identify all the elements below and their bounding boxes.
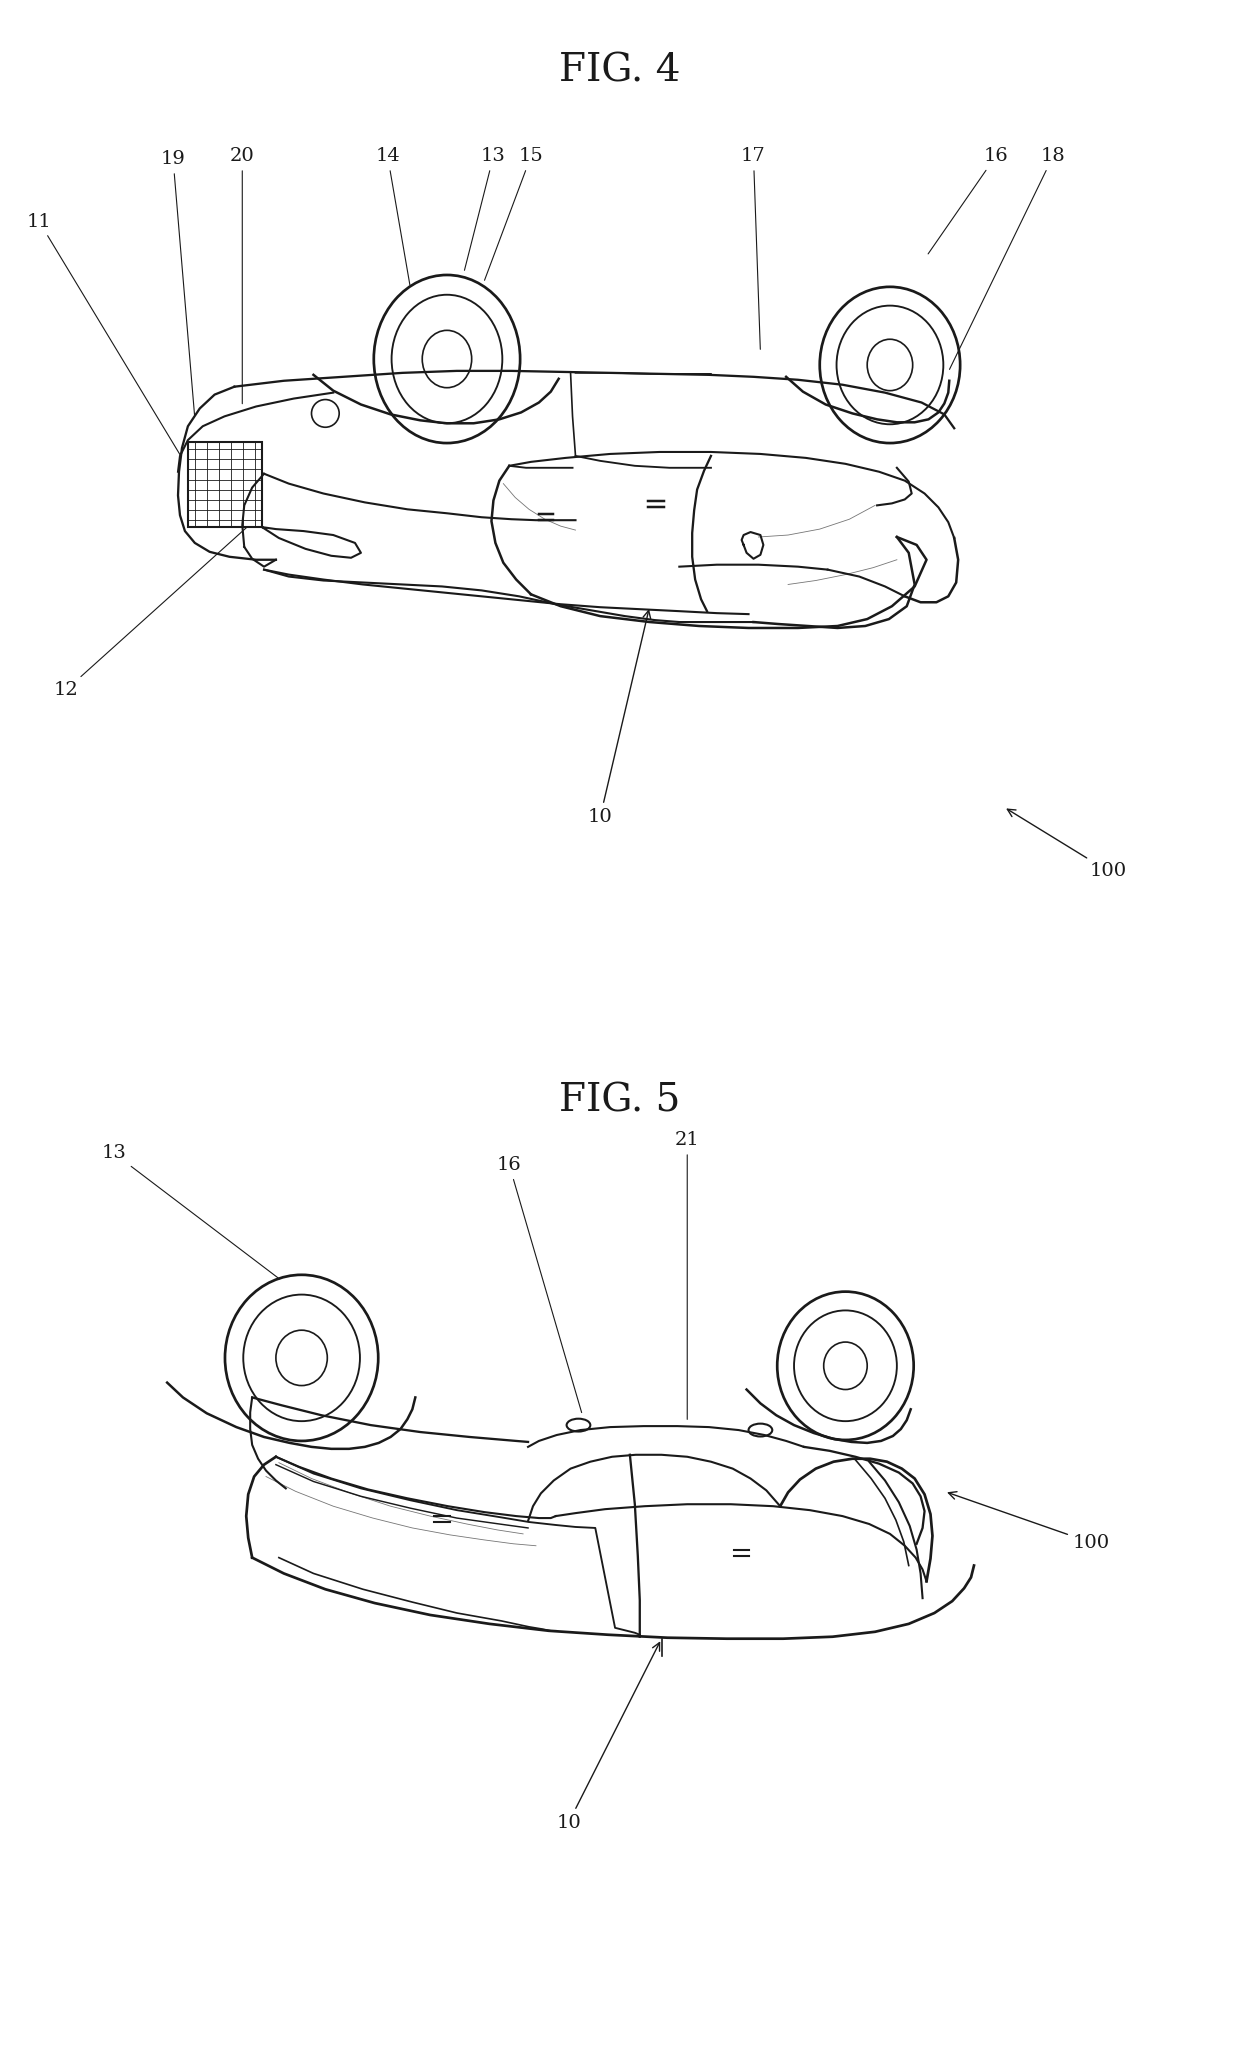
Text: 17: 17 (742, 146, 766, 348)
Text: 13: 13 (465, 146, 506, 270)
Text: 16: 16 (497, 1156, 582, 1412)
Text: 11: 11 (27, 212, 181, 455)
Text: 14: 14 (376, 146, 410, 284)
Text: 18: 18 (950, 146, 1065, 369)
Text: 16: 16 (928, 146, 1008, 254)
Text: 100: 100 (1007, 810, 1127, 880)
Text: 19: 19 (161, 150, 195, 416)
Text: 12: 12 (53, 528, 247, 699)
Text: 21: 21 (675, 1131, 699, 1420)
Text: 15: 15 (485, 146, 543, 280)
Text: FIG. 5: FIG. 5 (559, 1082, 681, 1119)
Text: 20: 20 (229, 146, 254, 404)
Bar (188, 441, 262, 528)
Text: 100: 100 (949, 1492, 1110, 1552)
Text: FIG. 4: FIG. 4 (559, 52, 681, 89)
Text: 13: 13 (102, 1144, 279, 1280)
Text: 10: 10 (557, 1643, 660, 1832)
Text: 10: 10 (588, 610, 651, 826)
